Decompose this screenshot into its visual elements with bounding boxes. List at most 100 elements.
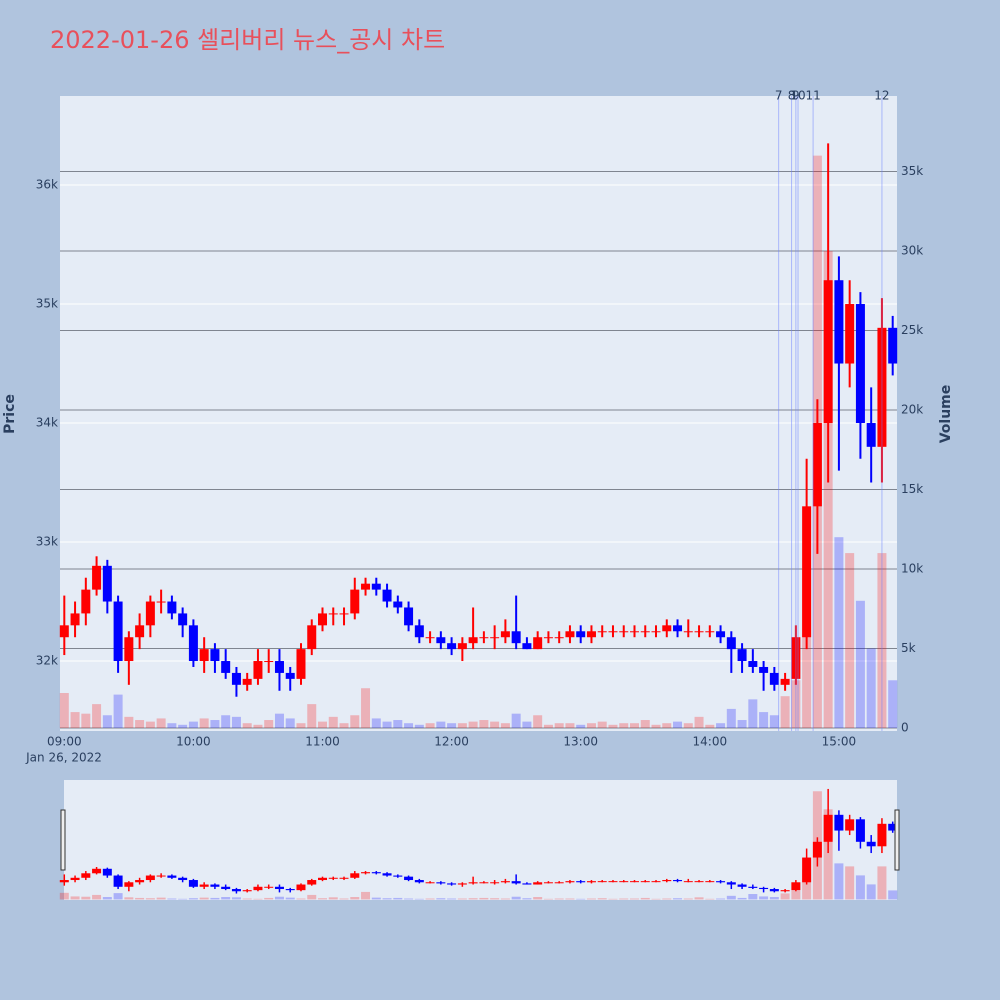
slider-candle-body — [404, 876, 414, 881]
slider-candle-body — [877, 823, 887, 847]
slider-handle-left[interactable] — [60, 809, 66, 871]
volume-bar — [490, 721, 500, 728]
slider-candle-body — [178, 877, 188, 881]
candle-body — [662, 625, 672, 632]
y-tick-label: 36k — [36, 178, 58, 192]
volume-bar — [629, 723, 639, 728]
slider-candle-body — [673, 880, 683, 882]
volume-bar — [888, 680, 898, 728]
slider-candle-body — [640, 881, 650, 883]
candle-body — [135, 625, 145, 638]
volume-bar — [145, 721, 155, 728]
y2-tick-label: 30k — [901, 244, 923, 258]
slider-volume-bar — [382, 898, 392, 900]
slider-volume-bar — [597, 898, 607, 900]
slider-candle-body — [737, 884, 747, 887]
slider-volume-bar — [500, 898, 510, 900]
volume-bar — [726, 708, 736, 728]
slider-candle-body — [167, 875, 177, 878]
candle-body — [70, 613, 80, 626]
slider-volume-bar — [543, 898, 553, 900]
slider-volume-bar — [780, 893, 790, 900]
slider-candle-body — [81, 873, 91, 878]
candle-body — [188, 625, 198, 662]
slider-candle-body — [662, 880, 672, 882]
candle-body — [124, 637, 134, 662]
range-slider[interactable] — [64, 780, 897, 900]
volume-bar — [662, 723, 672, 728]
slider-candle-body — [533, 882, 543, 885]
volume-bar — [640, 720, 650, 728]
candle-body — [178, 613, 188, 626]
slider-candle-body — [285, 889, 295, 891]
slider-candle-body — [113, 875, 123, 887]
slider-volume-bar — [307, 894, 317, 900]
slider-candle-body — [823, 814, 833, 842]
candle-body — [608, 631, 618, 633]
slider-volume-bar — [145, 898, 155, 900]
y-axis-title: Price — [2, 394, 18, 434]
slider-volume-bar — [361, 891, 371, 900]
slider-volume-bar — [350, 897, 360, 900]
slider-candle-body — [156, 875, 166, 877]
volume-bar — [253, 724, 263, 728]
x-tick-label: 12:00 — [434, 735, 469, 749]
volume-bar — [210, 720, 220, 728]
candle-body — [199, 649, 209, 662]
y-tick-label: 33k — [36, 535, 58, 549]
slider-volume-bar — [554, 898, 564, 900]
volume-bar — [447, 723, 457, 728]
candle-body — [350, 589, 360, 614]
slider-volume-bar — [178, 898, 188, 900]
candle-body — [210, 649, 220, 662]
slider-volume-bar — [274, 896, 284, 900]
candle-body — [586, 631, 596, 638]
slider-volume-bar — [565, 898, 575, 900]
slider-handle-right[interactable] — [894, 809, 900, 871]
volume-bar — [361, 688, 371, 728]
volume-bar — [242, 723, 252, 728]
slider-volume-bar — [59, 892, 69, 900]
slider-volume-bar — [834, 863, 844, 900]
slider-volume-bar — [877, 866, 887, 900]
x-tick-label: 15:00 — [822, 735, 857, 749]
news-label: 12 — [874, 89, 889, 103]
slider-candle-body — [328, 877, 338, 879]
candle-body — [780, 678, 790, 685]
slider-candle-body — [565, 881, 575, 883]
volume-bar — [823, 251, 833, 728]
volume-bar — [113, 694, 123, 728]
slider-candle-body — [296, 884, 306, 891]
candle-body — [113, 601, 123, 662]
candle-body — [866, 423, 876, 447]
slider-candle-body — [554, 882, 564, 884]
volume-bar — [468, 721, 478, 728]
slider-candle-body — [350, 873, 360, 878]
slider-volume-bar — [339, 898, 349, 900]
candle-body — [769, 672, 779, 685]
slider-volume-bar — [135, 897, 145, 900]
slider-volume-bar — [210, 897, 220, 900]
volume-bar — [221, 715, 231, 728]
volume-bar — [586, 723, 596, 728]
candle-body — [888, 327, 898, 364]
slider-volume-bar — [404, 898, 414, 900]
slider-volume-bar — [694, 897, 704, 900]
volume-bar — [156, 718, 166, 728]
volume-bar — [436, 721, 446, 728]
volume-bar — [457, 723, 467, 728]
candle-body — [640, 631, 650, 633]
candle-body — [726, 637, 736, 650]
slider-volume-bar — [447, 898, 457, 900]
candle-body — [812, 423, 822, 507]
candle-body — [683, 631, 693, 633]
slider-candle-body — [264, 886, 274, 888]
slider-volume-bar — [328, 897, 338, 900]
candle-body — [845, 304, 855, 364]
news-label: 11 — [805, 89, 820, 103]
candle-body — [554, 637, 564, 639]
slider-candle-body — [812, 841, 822, 858]
candle-body — [382, 589, 392, 602]
slider-volume-bar — [167, 898, 177, 900]
candle-body — [253, 661, 263, 679]
